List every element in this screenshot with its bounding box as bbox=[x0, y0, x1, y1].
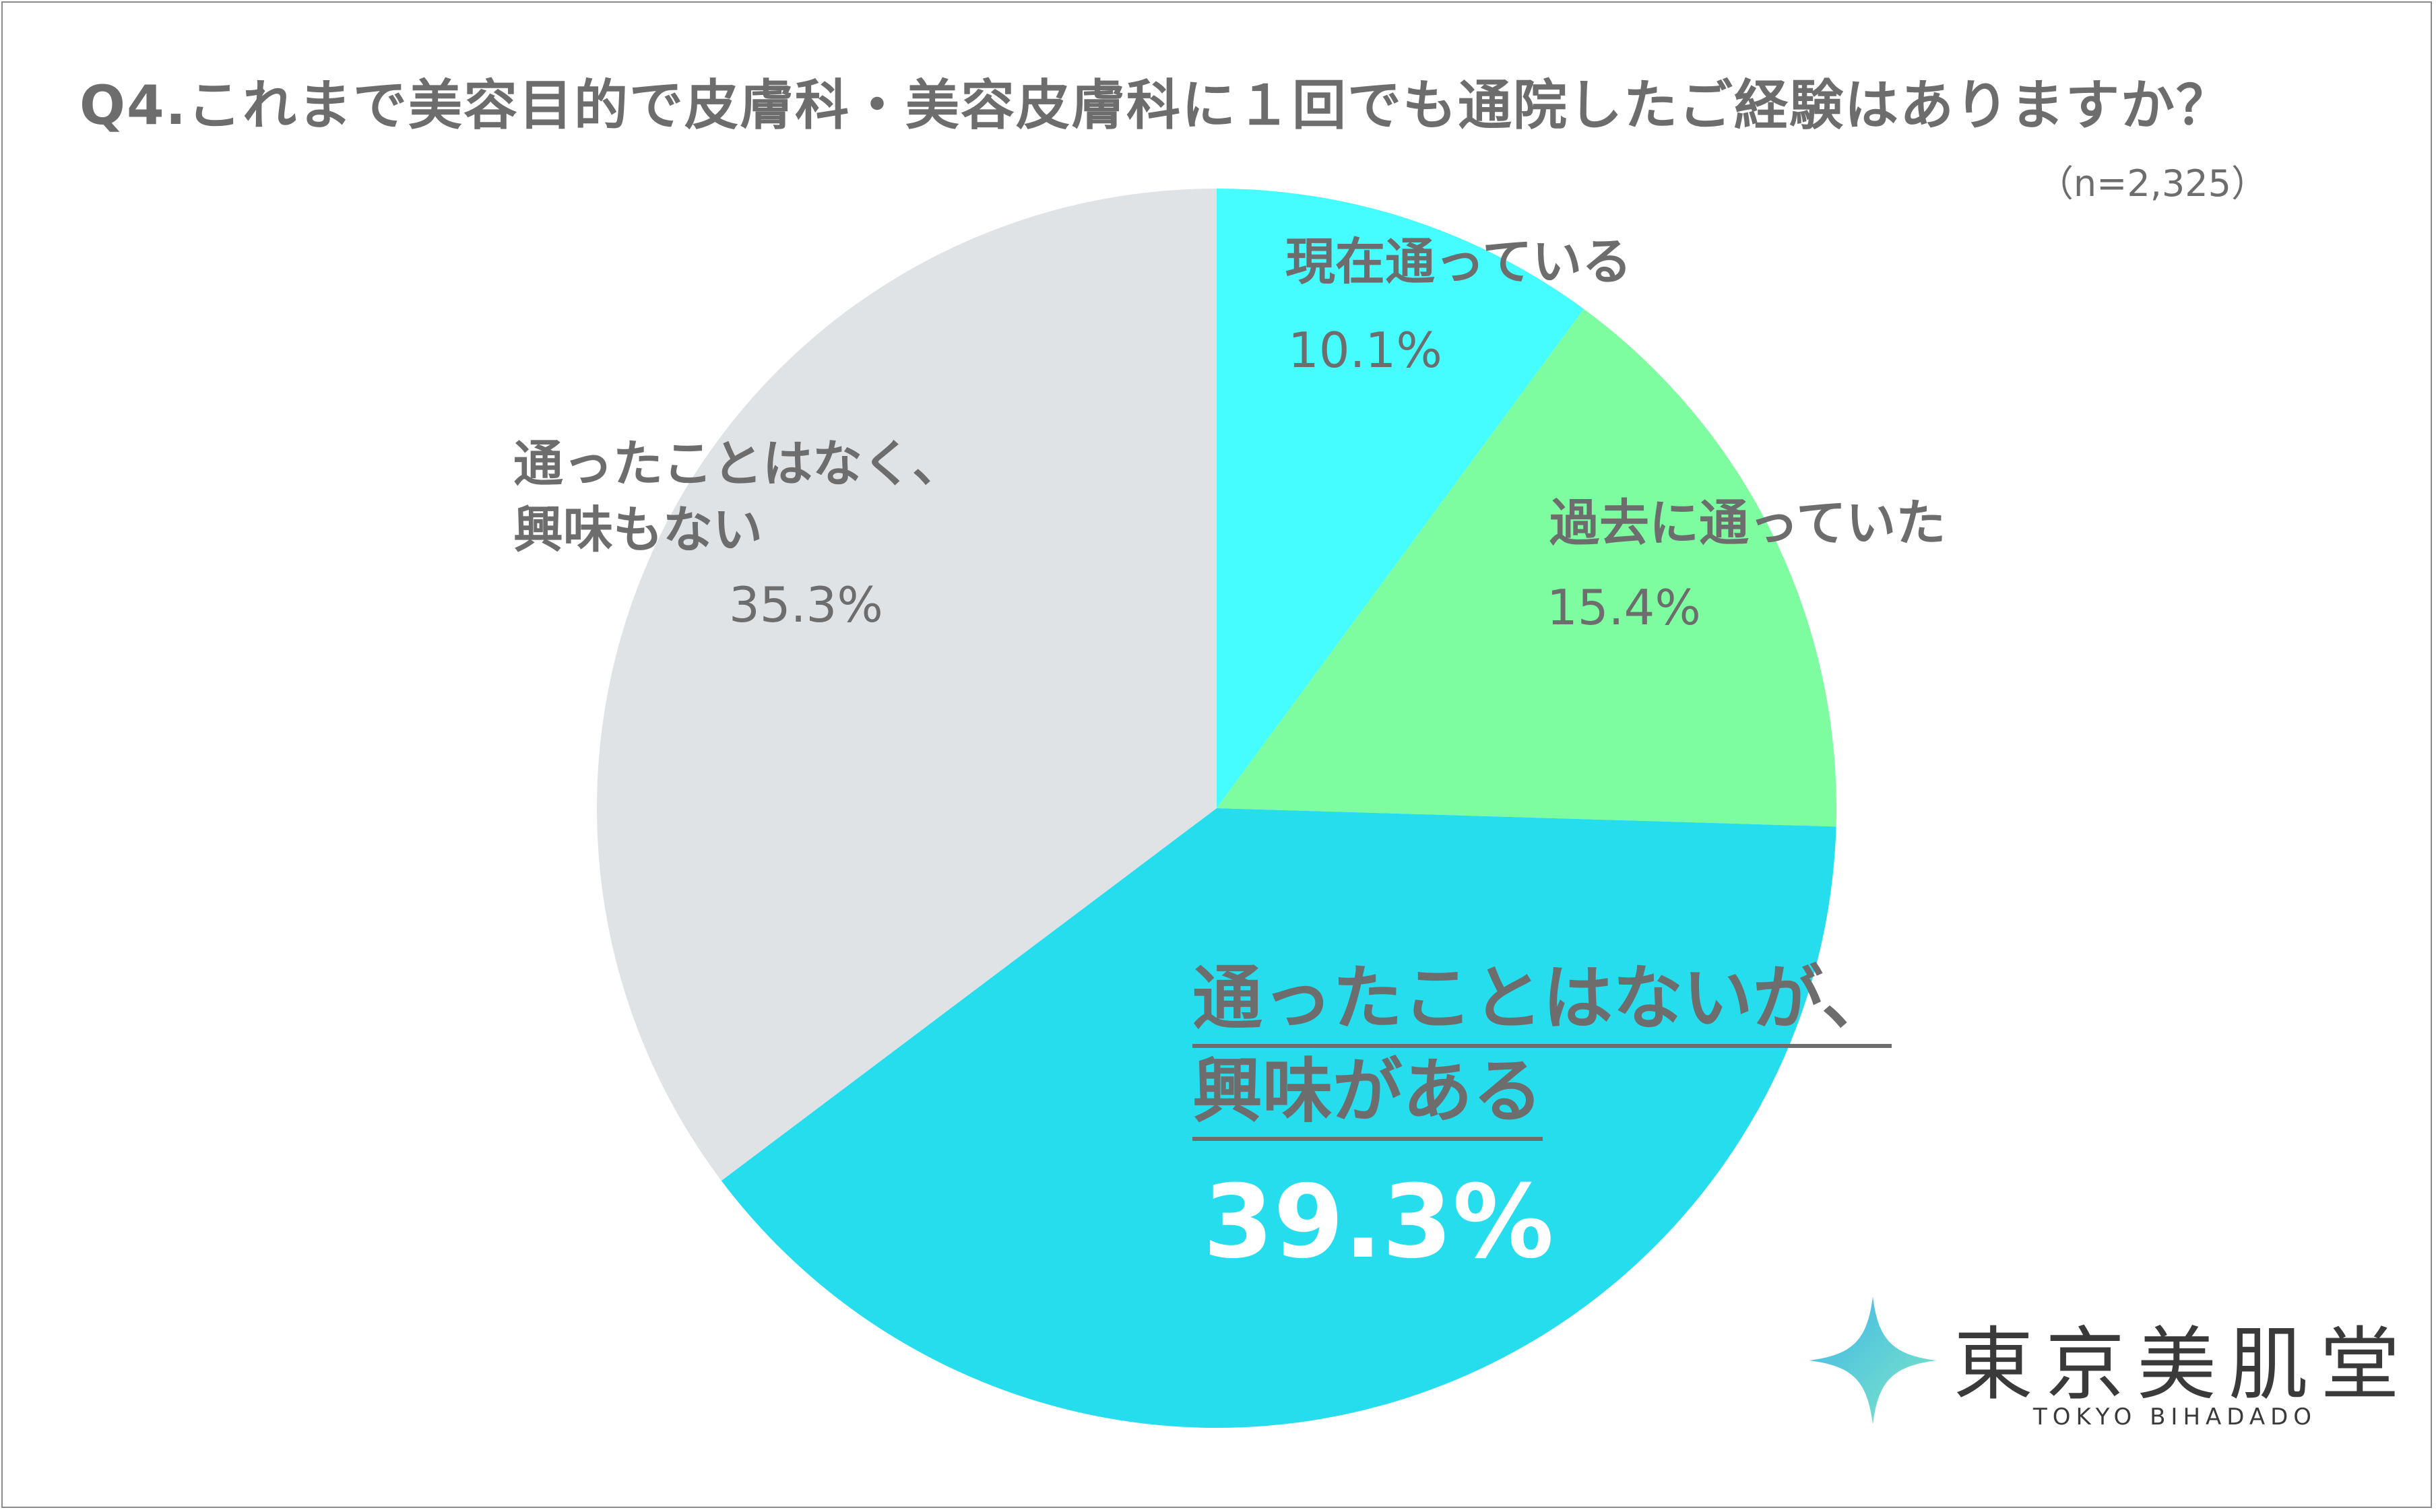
pie-slice-interested bbox=[721, 808, 1836, 1428]
logo-name-en: TOKYO BIHADADO bbox=[2033, 1404, 2317, 1431]
sparkle-star-icon bbox=[1809, 1296, 1937, 1424]
slice-value-interested: 39.3% bbox=[1203, 1164, 1554, 1281]
slice-label-interested: 通ったことはないが、 興味がある bbox=[1192, 955, 1892, 1141]
slice-value-current: 10.1% bbox=[1288, 322, 1442, 379]
slice-label-not-interested: 通ったことはなく、 興味もない bbox=[513, 431, 962, 563]
chart-title: Q4.これまで美容目的で皮膚科・美容皮膚科に１回でも通院したご経験はありますか？ bbox=[79, 74, 2232, 137]
slice-label-current: 現在通っている bbox=[1285, 233, 1632, 291]
slice-label-not-interested-line1: 通ったことはなく、 bbox=[513, 435, 962, 493]
pie-slice-current bbox=[1217, 189, 1584, 808]
pie-slice-past bbox=[1217, 308, 1836, 827]
slice-value-past: 15.4% bbox=[1547, 579, 1701, 636]
slice-label-interested-line1: 通ったことはないが、 bbox=[1192, 955, 1892, 1048]
slice-label-past: 過去に通っていた bbox=[1549, 494, 1946, 552]
pie-slice-not-interested bbox=[597, 188, 1217, 1181]
sample-size: （n=2,325） bbox=[2037, 162, 2268, 205]
slice-label-interested-line2: 興味がある bbox=[1192, 1048, 1543, 1141]
slice-value-not-interested: 35.3% bbox=[729, 577, 883, 633]
logo-name-jp: 東京美肌堂 bbox=[1954, 1318, 2412, 1411]
slice-label-not-interested-line2: 興味もない bbox=[513, 501, 763, 559]
brand-logo: 東京美肌堂 TOKYO BIHADADO bbox=[1805, 1293, 2400, 1441]
